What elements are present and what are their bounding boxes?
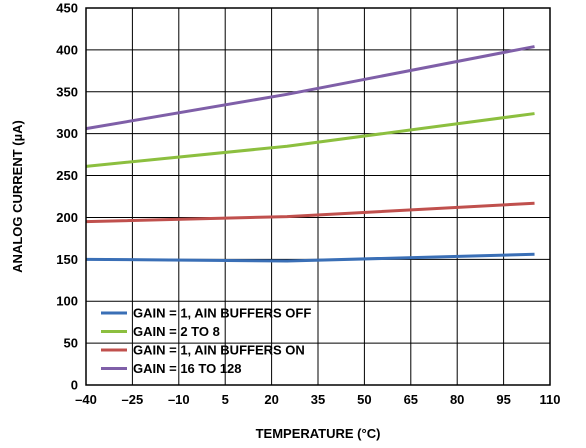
series-line (85, 252, 535, 263)
y-tick-label: 350 (56, 84, 78, 99)
y-tick-label: 150 (56, 252, 78, 267)
legend-label: GAIN = 1, AIN BUFFERS ON (133, 343, 305, 358)
x-axis-tick-labels: –40 –25 –10 5 20 35 50 65 80 95 110 (75, 392, 560, 407)
y-tick-label: 400 (56, 42, 78, 57)
y-tick-label: 300 (56, 126, 78, 141)
legend: GAIN = 1, AIN BUFFERS OFF GAIN = 2 TO 8 GA… (101, 306, 311, 376)
series-line (85, 201, 535, 224)
y-tick-label: 250 (56, 168, 78, 183)
x-tick-label: 110 (540, 392, 561, 407)
y-tick-label: 200 (56, 210, 78, 225)
legend-label: GAIN = 2 TO 8 (133, 324, 220, 339)
legend-label: GAIN = 1, AIN BUFFERS OFF (133, 306, 311, 321)
x-tick-label: –25 (122, 392, 144, 407)
x-tick-label: 80 (450, 392, 464, 407)
y-axis-tick-labels: 0 50 100 150 200 250 300 350 400 450 (56, 1, 78, 393)
y-tick-label: 450 (56, 1, 78, 16)
x-tick-label: –40 (75, 392, 97, 407)
x-tick-label: 50 (357, 392, 371, 407)
y-axis-title: ANALOG CURRENT (µA) (10, 120, 25, 273)
series-line (85, 45, 535, 131)
x-tick-label: 5 (222, 392, 229, 407)
y-tick-label: 100 (56, 294, 78, 309)
y-tick-label: 50 (64, 336, 78, 351)
y-tick-label: 0 (71, 378, 78, 393)
x-tick-label: 20 (264, 392, 278, 407)
series-line (85, 112, 535, 168)
series-lines (85, 45, 535, 263)
x-axis-title: TEMPERATURE (°C) (256, 426, 381, 441)
x-tick-label: –10 (168, 392, 190, 407)
x-tick-label: 35 (311, 392, 325, 407)
x-tick-label: 65 (404, 392, 418, 407)
legend-label: GAIN = 16 TO 128 (133, 361, 242, 376)
plot-area-frame (85, 7, 551, 386)
x-tick-label: 95 (496, 392, 510, 407)
